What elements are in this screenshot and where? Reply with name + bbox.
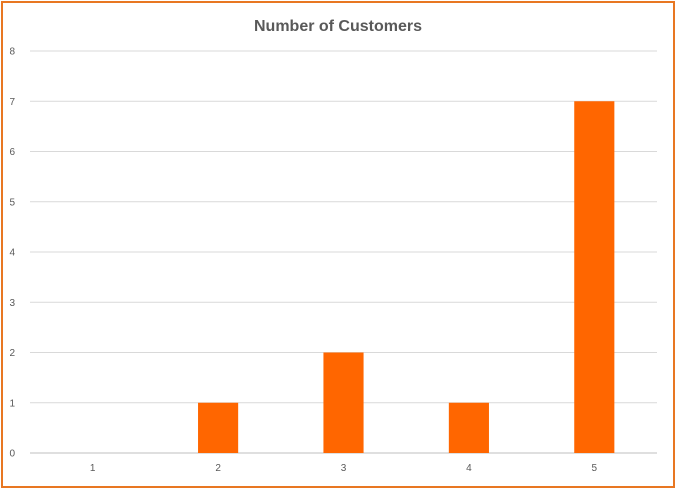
x-tick-label-4: 4: [466, 463, 472, 474]
bar-4: [448, 402, 489, 453]
y-tick-label-2: 2: [9, 348, 15, 359]
x-tick-label-2: 2: [215, 463, 221, 474]
x-tick-label-5: 5: [592, 463, 598, 474]
y-tick-label-7: 7: [9, 97, 15, 108]
y-tick-label-0: 0: [9, 449, 15, 460]
y-tick-label-3: 3: [9, 298, 15, 309]
y-tick-label-8: 8: [9, 47, 15, 58]
y-tick-label-1: 1: [9, 398, 15, 409]
y-tick-label-6: 6: [9, 147, 15, 158]
bar-3: [323, 352, 364, 453]
y-tick-label-4: 4: [9, 248, 15, 259]
bar-5: [574, 101, 615, 453]
x-tick-label-1: 1: [90, 463, 96, 474]
x-tick-label-3: 3: [341, 463, 347, 474]
bar-chart: 0 1 2 3 4 5 6 7 8 1 2 3 4 5: [9, 47, 657, 474]
bar-2: [198, 402, 239, 453]
chart-title: Number of Customers: [253, 18, 423, 35]
y-tick-label-5: 5: [9, 197, 15, 208]
